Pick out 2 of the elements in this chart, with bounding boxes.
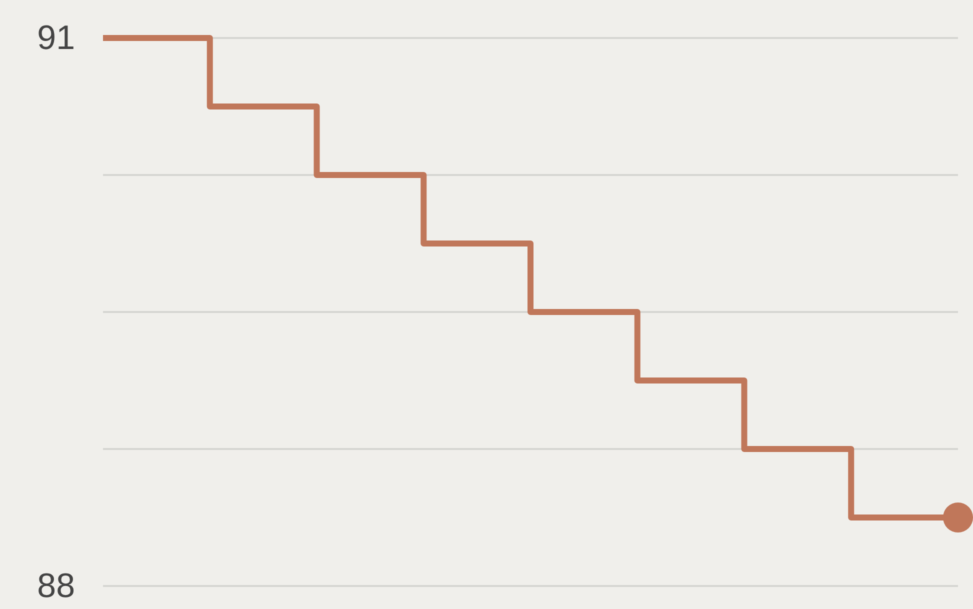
y-tick-label: 88	[37, 566, 75, 605]
y-tick-label: 91	[37, 18, 75, 57]
